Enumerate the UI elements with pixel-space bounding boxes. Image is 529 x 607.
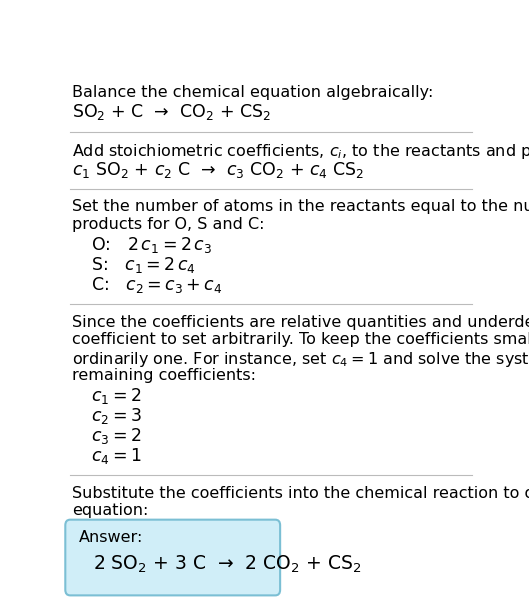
Text: Answer:: Answer:: [79, 530, 143, 545]
Text: $c_3 = 2$: $c_3 = 2$: [91, 426, 141, 446]
Text: remaining coefficients:: remaining coefficients:: [72, 368, 256, 383]
FancyBboxPatch shape: [65, 520, 280, 595]
Text: coefficient to set arbitrarily. To keep the coefficients small, the arbitrary va: coefficient to set arbitrarily. To keep …: [72, 333, 529, 347]
Text: C:   $c_2 = c_3 + c_4$: C: $c_2 = c_3 + c_4$: [91, 275, 222, 295]
Text: Add stoichiometric coefficients, $c_i$, to the reactants and products:: Add stoichiometric coefficients, $c_i$, …: [72, 142, 529, 161]
Text: Balance the chemical equation algebraically:: Balance the chemical equation algebraica…: [72, 84, 434, 100]
Text: ordinarily one. For instance, set $c_4 = 1$ and solve the system of equations fo: ordinarily one. For instance, set $c_4 =…: [72, 350, 529, 369]
Text: S:   $c_1 = 2\,c_4$: S: $c_1 = 2\,c_4$: [91, 255, 196, 275]
Text: 2 SO$_2$ + 3 C  →  2 CO$_2$ + CS$_2$: 2 SO$_2$ + 3 C → 2 CO$_2$ + CS$_2$: [93, 554, 361, 575]
Text: O:   $2\,c_1 = 2\,c_3$: O: $2\,c_1 = 2\,c_3$: [91, 235, 212, 255]
Text: SO$_2$ + C  →  CO$_2$ + CS$_2$: SO$_2$ + C → CO$_2$ + CS$_2$: [72, 103, 271, 122]
Text: $c_1 = 2$: $c_1 = 2$: [91, 385, 141, 405]
Text: $c_4 = 1$: $c_4 = 1$: [91, 446, 141, 466]
Text: products for O, S and C:: products for O, S and C:: [72, 217, 265, 232]
Text: Substitute the coefficients into the chemical reaction to obtain the balanced: Substitute the coefficients into the che…: [72, 486, 529, 501]
Text: $c_1$ SO$_2$ + $c_2$ C  →  $c_3$ CO$_2$ + $c_4$ CS$_2$: $c_1$ SO$_2$ + $c_2$ C → $c_3$ CO$_2$ + …: [72, 160, 364, 180]
Text: Set the number of atoms in the reactants equal to the number of atoms in the: Set the number of atoms in the reactants…: [72, 199, 529, 214]
Text: $c_2 = 3$: $c_2 = 3$: [91, 406, 141, 426]
Text: Since the coefficients are relative quantities and underdetermined, choose a: Since the coefficients are relative quan…: [72, 314, 529, 330]
Text: equation:: equation:: [72, 503, 149, 518]
